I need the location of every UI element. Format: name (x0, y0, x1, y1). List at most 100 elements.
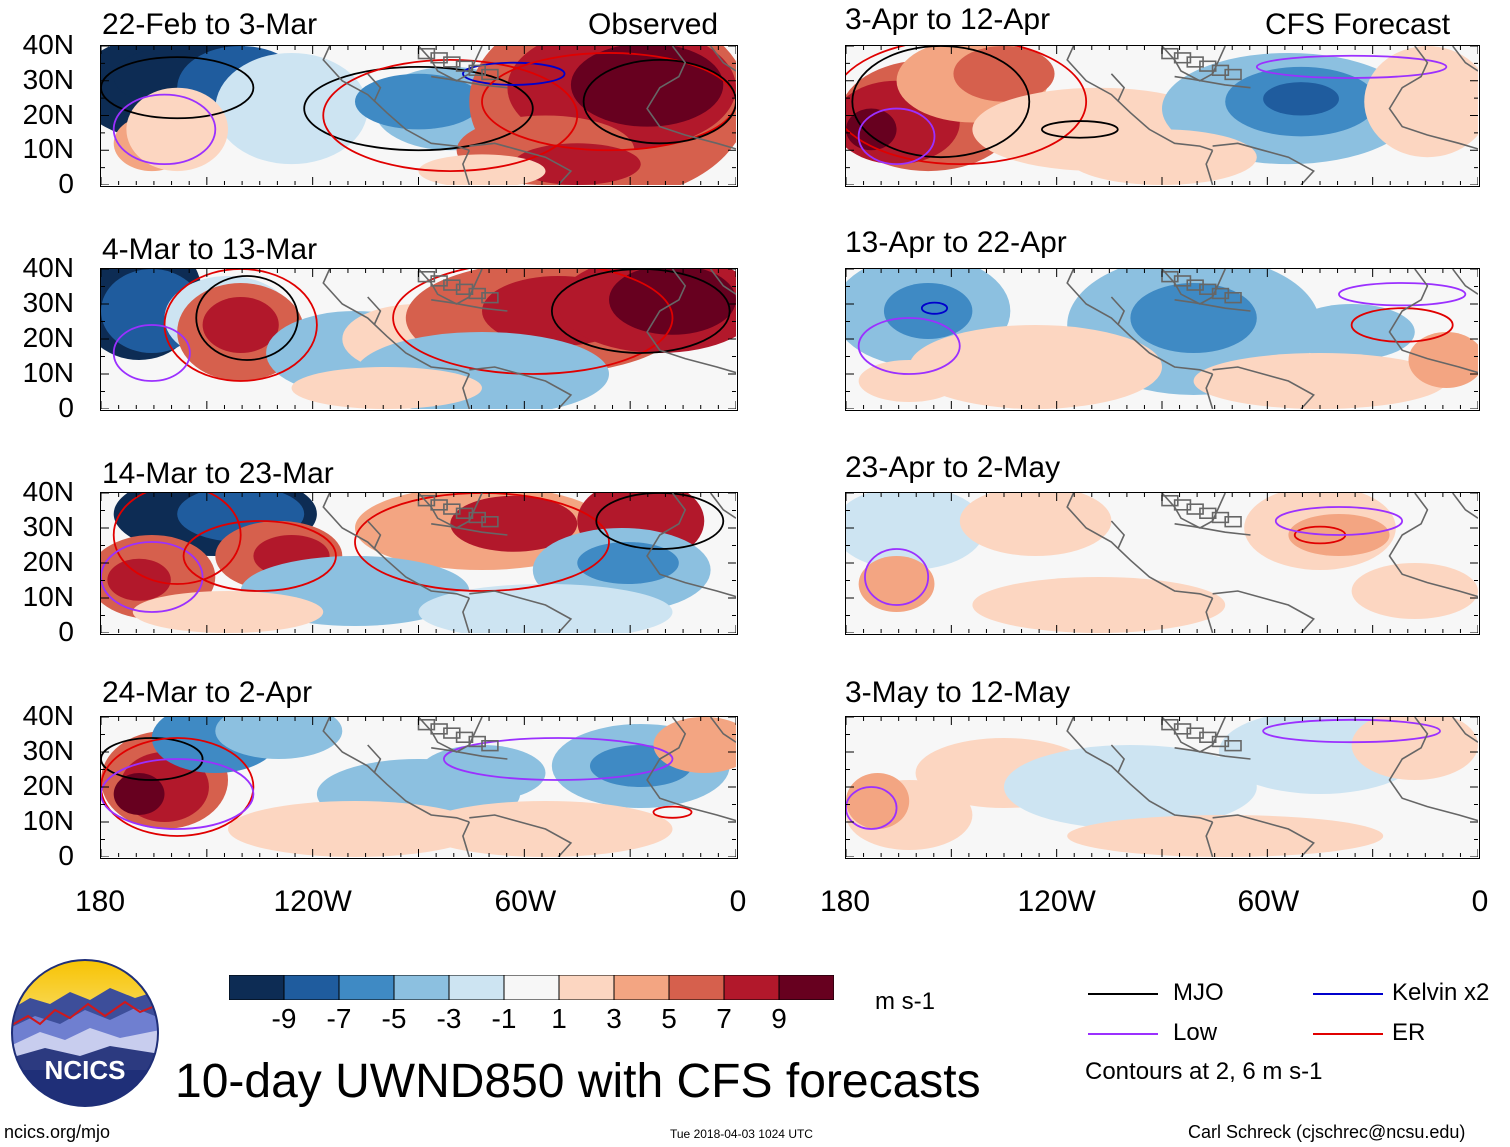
colorbar-tick-label: -1 (491, 1003, 517, 1034)
anomaly-region (570, 46, 724, 127)
logo-text: NCICS (45, 1055, 126, 1085)
wave-contours (857, 282, 1467, 375)
contour-line (443, 737, 674, 781)
contour-line (392, 269, 674, 375)
anomaly-region (113, 773, 165, 815)
anomaly-region (418, 745, 546, 801)
axis-ticks (101, 493, 736, 633)
colorbar-swatch (558, 974, 615, 1001)
colorbar-tick-label: -3 (436, 1003, 462, 1034)
x-axis-label: 180 (74, 885, 126, 918)
contour-line (846, 786, 898, 830)
panel-title-obs-3: 14-Mar to 23-Mar (102, 457, 334, 490)
axis-ticks (846, 269, 1478, 409)
contour-line (1262, 718, 1441, 744)
anomaly-region (577, 542, 679, 584)
y-axis-label: 20N (22, 98, 74, 130)
colorbar-tick-label: -9 (271, 1003, 297, 1034)
y-axis-label: 30N (22, 511, 74, 542)
panel-corner-observed: Observed (588, 8, 719, 41)
colorbar-swatch (613, 974, 670, 1001)
legend-label-kelvin: Kelvin x2 (1392, 979, 1490, 1006)
wave-contours (846, 46, 1448, 166)
anomaly-region (126, 87, 228, 172)
contour-line (864, 548, 930, 606)
axis-ticks (846, 493, 1478, 633)
colorbar-swatch (778, 974, 835, 1001)
colorbar-tick-label: 5 (661, 1003, 677, 1034)
y-axis-label: 40N (22, 476, 74, 507)
anomaly-region (418, 584, 673, 633)
footer-url: ncics.org/mjo (4, 1122, 111, 1142)
panel-obs-4 (100, 716, 738, 859)
axis-ticks (846, 46, 1478, 185)
anomaly-shading (846, 46, 1478, 185)
contour-line (182, 520, 337, 592)
x-axis-label: 180 (819, 885, 871, 918)
map-obs-3 (101, 493, 736, 633)
wave-contours (101, 737, 693, 837)
contour-line (462, 61, 566, 86)
axis-ticks (101, 717, 736, 857)
anomaly-shading (101, 269, 736, 409)
anomaly-region (1067, 129, 1257, 185)
anomaly-region (953, 46, 1055, 102)
legend-label-low: Low (1173, 1019, 1218, 1046)
anomaly-region (609, 269, 736, 335)
anomaly-region (513, 143, 641, 185)
anomaly-region (450, 495, 578, 552)
y-axis-label: 10N (22, 581, 74, 612)
anomaly-region (846, 493, 986, 570)
colorbar-swatch (503, 974, 560, 1001)
x-axis-label: 0 (729, 885, 747, 918)
colorbar-tick-label: 7 (716, 1003, 732, 1034)
anomaly-region (202, 297, 279, 353)
anomaly-region (1004, 745, 1257, 829)
anomaly-region (355, 73, 482, 130)
colorbar-swatch (393, 974, 450, 1001)
anomaly-region (1067, 815, 1384, 857)
contour-line (550, 269, 731, 354)
map-fc-2 (846, 269, 1478, 409)
panel-title-obs-2: 4-Mar to 13-Mar (102, 233, 318, 266)
map-obs-4 (101, 717, 736, 857)
y-axis-label: 40N (22, 252, 74, 283)
colorbar-swatch (723, 974, 780, 1001)
panel-fc-2 (845, 268, 1480, 411)
contour-line (163, 269, 318, 382)
colorbar (228, 974, 835, 1001)
anomaly-shading (846, 717, 1478, 857)
contour-line (851, 46, 1031, 159)
contour-line (101, 56, 255, 120)
y-axis-label: 0 (58, 392, 74, 423)
panel-title-fc-2: 13-Apr to 22-Apr (845, 226, 1067, 259)
wave-contours (864, 506, 1404, 606)
anomaly-shading (846, 269, 1478, 409)
panel-title-fc-3: 23-Apr to 2-May (845, 451, 1061, 484)
anomaly-region (1263, 82, 1339, 116)
colorbar-tick-label: -7 (326, 1003, 352, 1034)
anomaly-region (1351, 717, 1478, 780)
y-axis-label: 0 (58, 840, 74, 871)
anomaly-region (1193, 353, 1447, 409)
map-fc-3 (846, 493, 1478, 633)
contour-line (112, 493, 242, 585)
legend-line-mjo (1088, 993, 1158, 995)
legend-label-mjo: MJO (1173, 979, 1224, 1006)
contour-line (1041, 120, 1119, 139)
contour-line (112, 324, 191, 382)
legend-note: Contours at 2, 6 m s-1 (1085, 1058, 1323, 1085)
main-title: 10-day UWND850 with CFS forecasts (175, 1055, 981, 1108)
anomaly-shading (101, 493, 711, 633)
panel-obs-1 (100, 45, 738, 187)
contour-line (322, 59, 579, 172)
wave-contours (112, 269, 731, 382)
legend-line-er (1313, 1033, 1383, 1035)
contour-line (112, 93, 217, 166)
anomaly-region (215, 717, 343, 759)
contour-line (1338, 282, 1467, 307)
contour-line (101, 737, 255, 837)
contour-line (101, 737, 204, 781)
panel-corner-cfs-forecast: CFS Forecast (1265, 8, 1451, 41)
contour-line (1255, 54, 1448, 79)
